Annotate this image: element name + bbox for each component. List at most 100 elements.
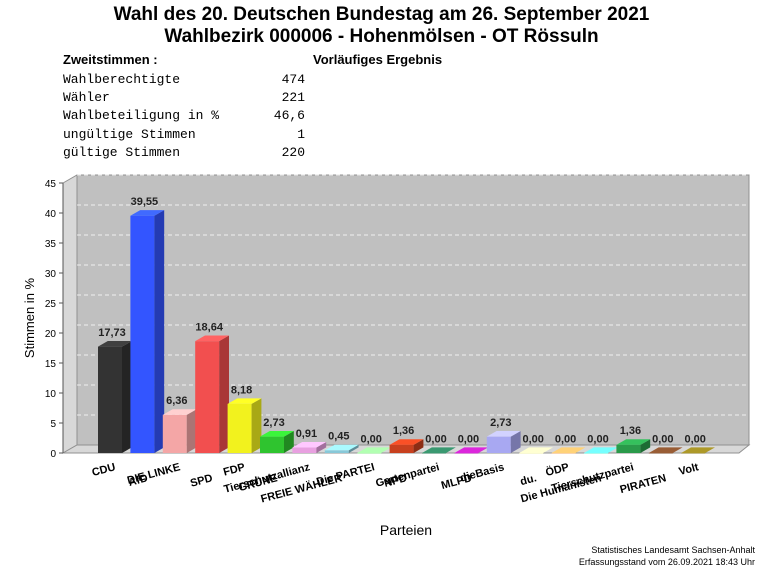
- category-label: FDP: [222, 461, 246, 478]
- bar-top-16: [616, 439, 651, 445]
- stats-row-turnout: Wahlbeteiligung in % 46,6: [63, 108, 305, 126]
- bar-side-6: [316, 441, 327, 453]
- bar-9: [389, 444, 414, 453]
- bar-top-2: [162, 409, 197, 415]
- bar-value-label: 2,73: [263, 417, 284, 429]
- bar-top-1: [130, 210, 165, 216]
- bar-value-label: 0,00: [458, 433, 479, 445]
- stats-row-valid: gültige Stimmen 220: [63, 145, 305, 163]
- bar-13: [519, 453, 544, 454]
- bar-top-12: [486, 431, 521, 437]
- stats-value: 220: [281, 145, 305, 160]
- bar-top-3: [195, 335, 229, 342]
- bar-value-label: 0,00: [587, 433, 608, 445]
- category-label: PIRATEN: [619, 472, 668, 496]
- bar-top-7: [324, 444, 359, 451]
- bar-value-label: 0,00: [522, 433, 543, 445]
- y-tick-label: 5: [50, 419, 56, 430]
- bar-5: [260, 436, 284, 453]
- stats-row-invalid: ungültige Stimmen 1: [63, 127, 305, 145]
- stats-value: 46,6: [273, 108, 305, 123]
- bar-top-0: [98, 341, 132, 347]
- bar-top-17: [648, 447, 683, 453]
- bar-side-3: [219, 335, 229, 453]
- plot-side-wall: [62, 174, 78, 454]
- bar-top-13: [519, 447, 553, 453]
- footer-source: Statistisches Landesamt Sachsen-Anhalt: [591, 545, 755, 555]
- category-label: ÖDP: [544, 460, 570, 479]
- bar-side-2: [186, 409, 197, 453]
- bar-12: [486, 436, 511, 453]
- bar-top-18: [681, 447, 715, 453]
- bar-value-label: 0,45: [328, 431, 349, 443]
- stats-label: Wahlberechtigte: [63, 72, 181, 87]
- y-tick-label: 15: [45, 359, 57, 370]
- category-label: dieBasis: [459, 461, 506, 484]
- bar-top-8: [357, 447, 391, 453]
- category-label: NPD: [383, 472, 409, 490]
- bar-top-15: [584, 447, 618, 453]
- bar-top-10: [422, 447, 456, 453]
- category-label: SPD: [189, 472, 214, 489]
- bar-8: [357, 453, 382, 454]
- y-tick-label: 25: [45, 299, 57, 310]
- bar-7: [324, 450, 349, 453]
- stats-value: 1: [297, 127, 305, 142]
- bar-top-11: [454, 447, 489, 453]
- bar-0: [98, 346, 122, 453]
- stats-heading: Zweitstimmen :: [63, 52, 158, 67]
- bar-side-12: [510, 431, 521, 453]
- bar-value-label: 0,00: [555, 433, 576, 445]
- stats-label: Wahlbeteiligung in %: [63, 108, 220, 123]
- bar-top-6: [292, 441, 327, 448]
- stats-label: ungültige Stimmen: [63, 127, 196, 142]
- bar-value-label: 0,00: [425, 433, 446, 445]
- y-tick-label: 10: [45, 389, 57, 400]
- bar-top-14: [551, 447, 586, 453]
- stats-row-eligible: Wahlberechtigte 474: [63, 72, 305, 90]
- bar-top-4: [227, 398, 262, 404]
- stats-row-voters: Wähler 221: [63, 90, 305, 108]
- bar-14: [551, 453, 576, 454]
- bar-side-0: [122, 341, 132, 453]
- x-axis-title: Parteien: [380, 522, 432, 538]
- bar-2: [162, 414, 187, 453]
- bar-value-label: 0,00: [360, 433, 381, 445]
- bar-side-1: [154, 210, 165, 453]
- bar-value-label: 6,36: [166, 395, 187, 407]
- bar-side-16: [640, 439, 651, 453]
- y-tick-label: 35: [45, 239, 57, 250]
- bar-side-4: [251, 398, 262, 453]
- category-label: Gartenpartei: [374, 461, 440, 490]
- y-tick-label: 30: [45, 269, 57, 280]
- bar-side-7: [348, 444, 359, 453]
- bar-1: [130, 215, 155, 453]
- bar-value-label: 8,18: [231, 384, 252, 396]
- bar-top-5: [260, 431, 294, 437]
- bar-11: [454, 453, 479, 454]
- category-label: DIE LINKE: [126, 461, 182, 487]
- bar-3: [195, 341, 220, 453]
- stats-value: 474: [281, 72, 305, 87]
- bar-value-label: 0,91: [296, 428, 317, 440]
- bar-value-label: 0,00: [652, 433, 673, 445]
- y-tick-label: 20: [45, 329, 57, 340]
- stats-label: gültige Stimmen: [63, 145, 181, 160]
- y-tick-label: 0: [50, 449, 56, 460]
- bar-4: [227, 403, 252, 453]
- bar-value-label: 1,36: [620, 425, 641, 437]
- y-axis-title: Stimmen in %: [22, 277, 37, 358]
- title-line-1: Wahl des 20. Deutschen Bundestag am 26. …: [113, 4, 650, 25]
- footer-timestamp: Erfassungsstand vom 26.09.2021 18:43 Uhr: [578, 557, 755, 567]
- bar-6: [292, 447, 317, 453]
- title-line-2: Wahlbezirk 000006 - Hohenmölsen - OT Rös…: [164, 26, 599, 47]
- stats-value: 221: [281, 90, 305, 105]
- category-label: CDU: [91, 461, 117, 479]
- bar-side-9: [413, 439, 424, 453]
- bar-10: [422, 453, 446, 454]
- stats-label: Wähler: [63, 90, 110, 105]
- y-tick-label: 45: [45, 179, 57, 190]
- bar-top-9: [389, 439, 424, 445]
- category-label: Die PARTEI: [315, 461, 376, 488]
